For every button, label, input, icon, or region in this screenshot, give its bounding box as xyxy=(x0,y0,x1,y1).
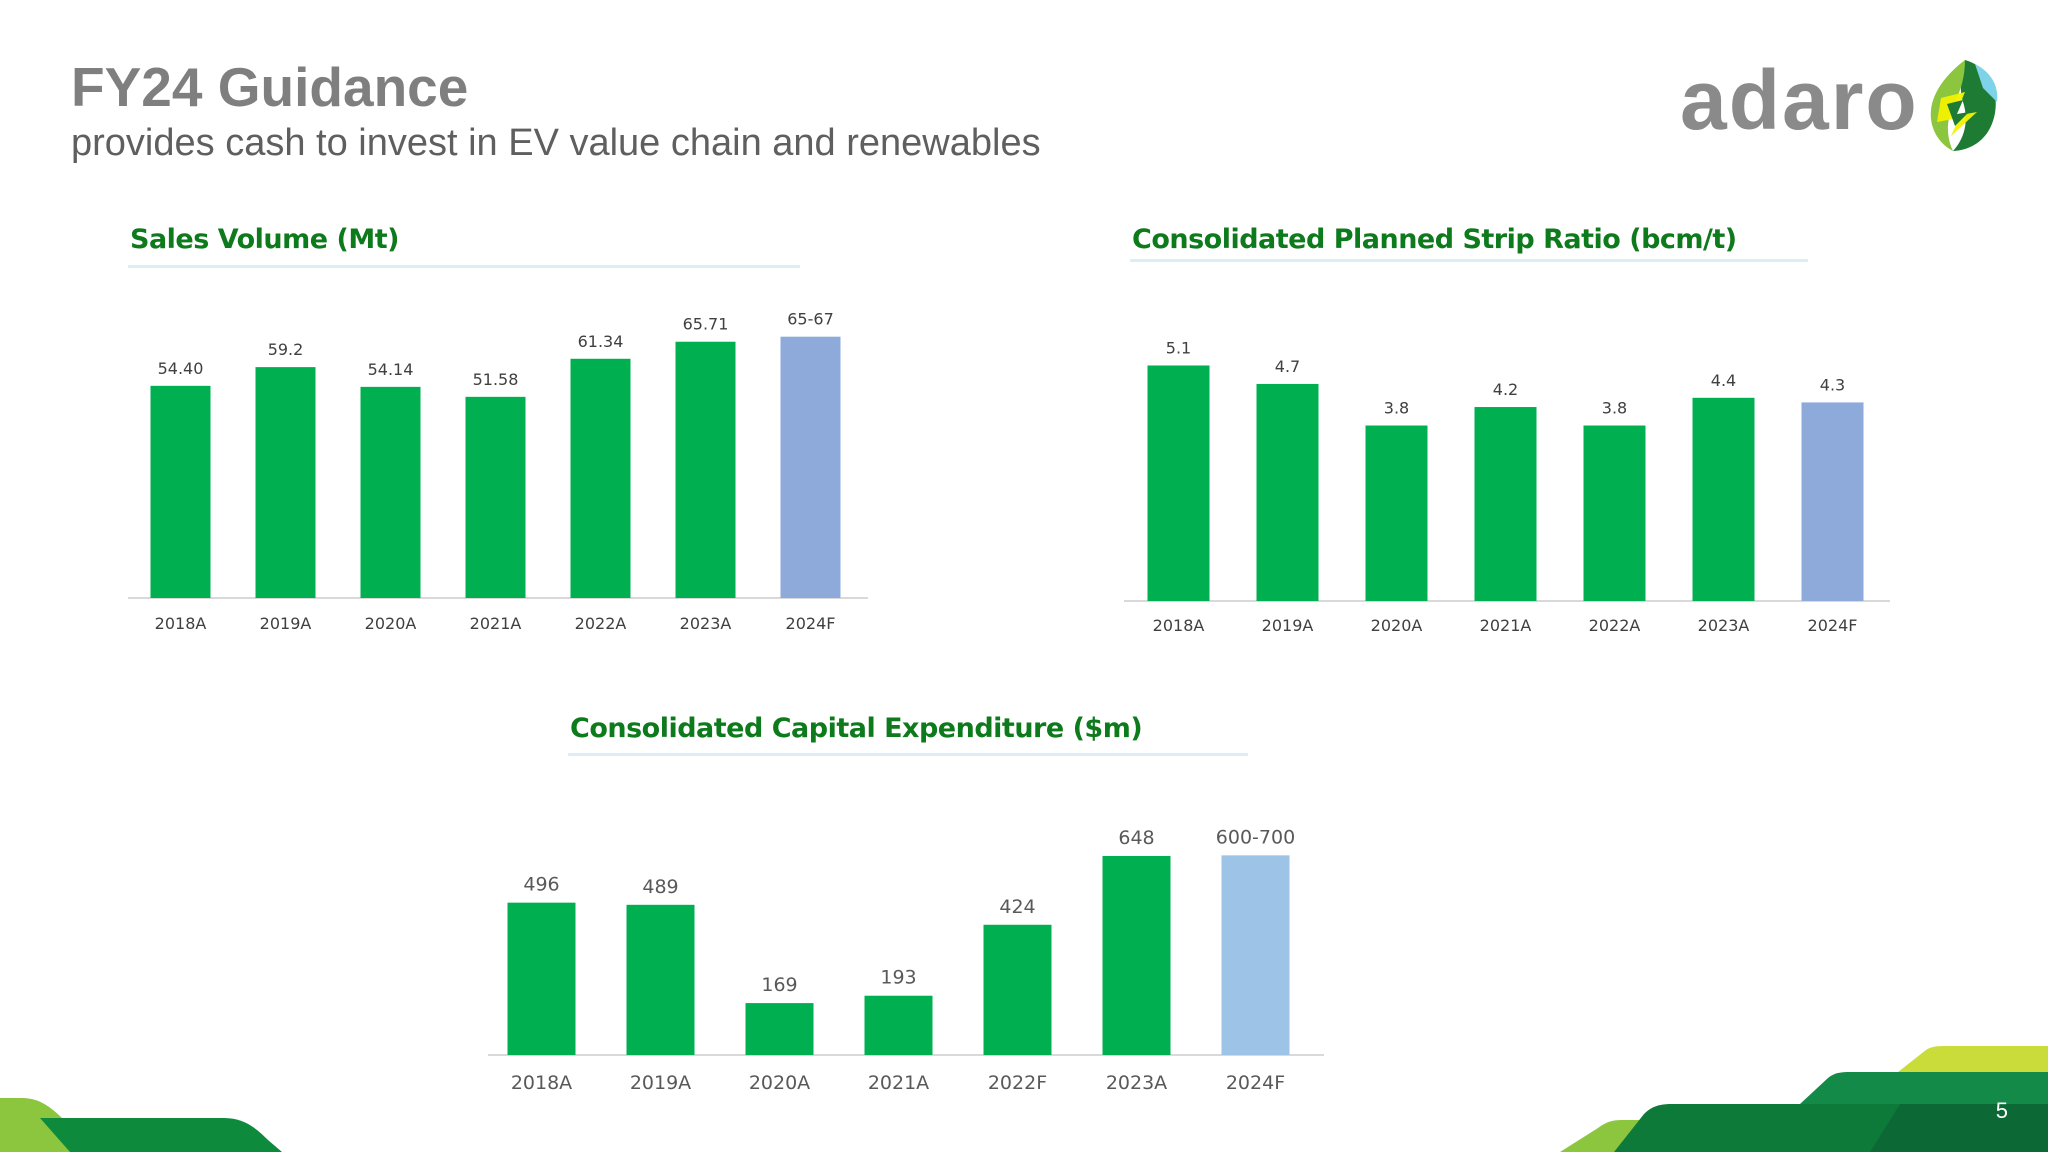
strip-category-label-2021A: 2021A xyxy=(1480,616,1532,635)
capex-category-label-2018A: 2018A xyxy=(511,1072,572,1094)
sales-value-label-2024F: 65-67 xyxy=(787,310,834,329)
sales-bar-2023A xyxy=(675,341,736,598)
sales-bar-2018A xyxy=(150,385,211,598)
sales-value-label-2022A: 61.34 xyxy=(578,332,624,351)
strip-bar-2020A xyxy=(1365,425,1428,601)
strip-bar-2024F xyxy=(1801,402,1864,601)
sales-value-label-2023A: 65.71 xyxy=(683,315,729,334)
sales-value-label-2021A: 51.58 xyxy=(473,370,519,389)
sales-title-rule xyxy=(128,265,800,268)
capex-category-label-2024F: 2024F xyxy=(1226,1072,1285,1094)
sales-bar-2021A xyxy=(465,396,526,598)
sales-bar-2024F xyxy=(780,336,841,598)
strip-value-label-2019A: 4.7 xyxy=(1275,357,1300,376)
capex-category-label-2021A: 2021A xyxy=(868,1072,929,1094)
page-number: 5 xyxy=(1995,1098,2008,1123)
capex-value-label-2024F: 600-700 xyxy=(1216,826,1295,848)
strip-category-label-2024F: 2024F xyxy=(1808,616,1858,635)
strip-category-label-2019A: 2019A xyxy=(1262,616,1314,635)
adaro-leaf-logo-icon xyxy=(1930,60,1998,151)
capex-bar-2020A xyxy=(745,1003,814,1055)
strip-bar-2019A xyxy=(1256,383,1319,601)
sales-category-label-2022A: 2022A xyxy=(575,614,627,633)
capex-bar-2018A xyxy=(507,902,576,1055)
sales-value-label-2019A: 59.2 xyxy=(268,340,304,359)
sales-category-label-2020A: 2020A xyxy=(365,614,417,633)
capex-value-label-2019A: 489 xyxy=(642,876,678,898)
capex-category-label-2020A: 2020A xyxy=(749,1072,810,1094)
sales-volume-chart: 54.40 2018A 59.2 2019A 54.14 2020A 51.58 2021A 6… xyxy=(128,310,868,633)
logo-wordmark: adaro xyxy=(1680,53,1919,147)
capex-value-label-2018A: 496 xyxy=(523,874,559,896)
strip-bar-2022A xyxy=(1583,425,1646,601)
sales-bar-2020A xyxy=(360,386,421,598)
capex-value-label-2022F: 424 xyxy=(999,896,1035,918)
strip-value-label-2021A: 4.2 xyxy=(1493,380,1518,399)
strip-category-label-2022A: 2022A xyxy=(1589,616,1641,635)
strip-category-label-2020A: 2020A xyxy=(1371,616,1423,635)
capex-category-label-2023A: 2023A xyxy=(1106,1072,1167,1094)
capex-bar-2023A xyxy=(1102,855,1171,1055)
sales-bar-2022A xyxy=(570,358,631,598)
capex-category-label-2019A: 2019A xyxy=(630,1072,691,1094)
strip-bar-2023A xyxy=(1692,397,1755,601)
strip-value-label-2024F: 4.3 xyxy=(1820,375,1845,394)
capex-category-label-2022F: 2022F xyxy=(988,1072,1047,1094)
strip-ratio-chart-title: Consolidated Planned Strip Ratio (bcm/t) xyxy=(1132,224,1737,255)
strip-bar-2021A xyxy=(1474,407,1537,601)
strip-category-label-2023A: 2023A xyxy=(1698,616,1750,635)
capex-chart-title: Consolidated Capital Expenditure ($m) xyxy=(570,713,1143,744)
sales-chart-title: Sales Volume (Mt) xyxy=(130,224,399,255)
slide-subtitle: provides cash to invest in EV value chai… xyxy=(71,122,1041,164)
sales-category-label-2021A: 2021A xyxy=(470,614,522,633)
strip-category-label-2018A: 2018A xyxy=(1153,616,1205,635)
sales-category-label-2023A: 2023A xyxy=(680,614,732,633)
strip-ratio-chart: 5.1 2018A 4.7 2019A 3.8 2020A 4.2 2021A 3.8 2022A… xyxy=(1124,338,1890,635)
company-logo: adaro xyxy=(1680,58,2000,158)
strip-value-label-2023A: 4.4 xyxy=(1711,371,1736,390)
capex-bar-2022F xyxy=(983,924,1052,1055)
strip-value-label-2018A: 5.1 xyxy=(1166,338,1191,357)
sales-value-label-2018A: 54.40 xyxy=(158,359,204,378)
capex-title-rule xyxy=(568,753,1248,756)
sales-bar-2019A xyxy=(255,367,316,598)
strip-bar-2018A xyxy=(1147,365,1210,601)
strip-title-rule xyxy=(1130,259,1808,262)
capex-value-label-2021A: 193 xyxy=(880,967,916,989)
capex-bar-2021A xyxy=(864,995,933,1055)
capex-chart: 496 2018A 489 2019A 169 2020A 193 2021A 424 2022F… xyxy=(488,826,1324,1094)
sales-category-label-2019A: 2019A xyxy=(260,614,312,633)
capex-value-label-2020A: 169 xyxy=(761,974,797,996)
capex-bar-2019A xyxy=(626,904,695,1055)
sales-category-label-2018A: 2018A xyxy=(155,614,207,633)
strip-value-label-2020A: 3.8 xyxy=(1384,399,1409,418)
capex-bar-2024F xyxy=(1221,855,1290,1055)
slide-title: FY24 Guidance xyxy=(71,56,469,118)
sales-value-label-2020A: 54.14 xyxy=(368,360,414,379)
sales-category-label-2024F: 2024F xyxy=(786,614,836,633)
strip-value-label-2022A: 3.8 xyxy=(1602,399,1627,418)
capex-value-label-2023A: 648 xyxy=(1118,827,1154,849)
